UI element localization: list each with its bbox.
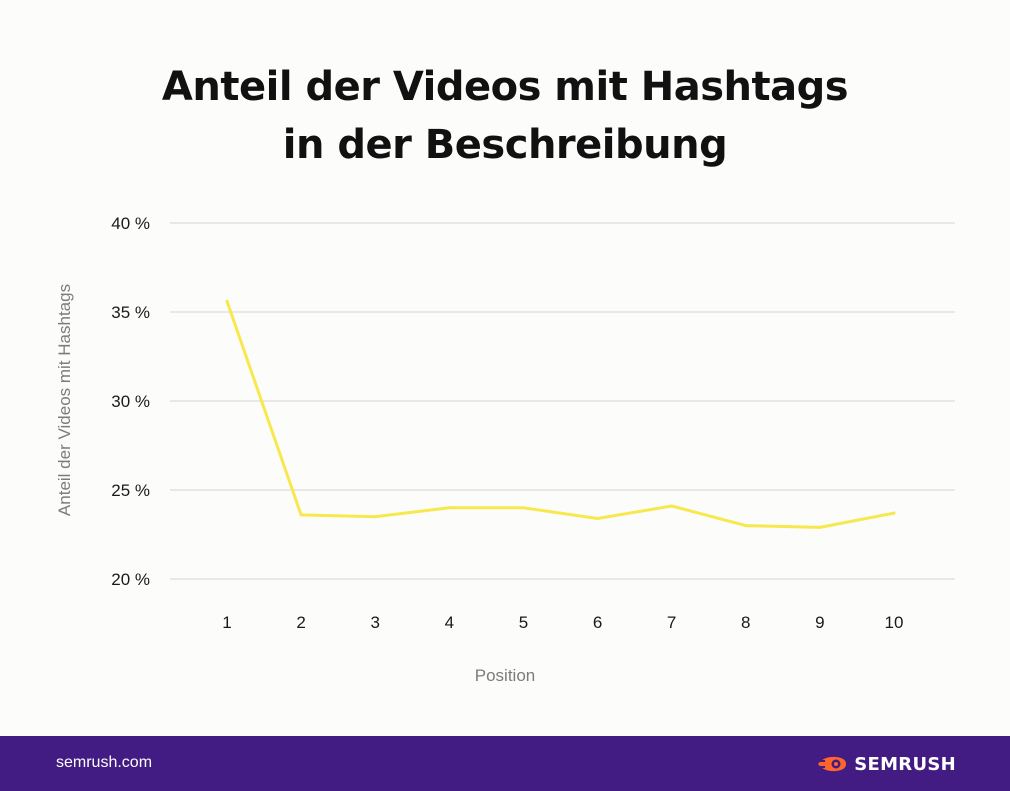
brand-name: SEMRUSH [854, 753, 956, 775]
x-tick-label: 2 [296, 613, 305, 632]
x-axis-ticks: 1 2 3 4 5 6 7 8 9 10 [222, 613, 903, 632]
x-tick-label: 1 [222, 613, 231, 632]
data-point [670, 504, 674, 508]
data-point [447, 506, 451, 510]
x-tick-label: 8 [741, 613, 750, 632]
x-axis-title: Position [475, 666, 535, 685]
line-chart: 20 % 25 % 30 % 35 % 40 % 1 2 3 4 5 6 7 8 9 10 Anteil … [55, 214, 955, 685]
x-tick-label: 7 [667, 613, 676, 632]
data-point [596, 516, 600, 520]
x-tick-label: 4 [445, 613, 454, 632]
y-axis-ticks: 20 % 25 % 30 % 35 % 40 % [111, 214, 150, 589]
y-tick-label: 25 % [111, 481, 150, 500]
data-point [892, 511, 896, 515]
data-point [818, 525, 822, 529]
y-tick-label: 30 % [111, 392, 150, 411]
x-tick-label: 6 [593, 613, 602, 632]
y-tick-label: 35 % [111, 303, 150, 322]
x-tick-label: 3 [370, 613, 379, 632]
footer-bar: semrush.com SEMRUSH [0, 736, 1010, 791]
semrush-fire-icon [816, 756, 847, 772]
data-point [225, 299, 229, 303]
semrush-logo: SEMRUSH [816, 752, 956, 776]
x-tick-label: 5 [519, 613, 528, 632]
chart-title-line-2: in der Beschreibung [282, 122, 728, 168]
chart-title-line-1: Anteil der Videos mit Hashtags [161, 64, 849, 110]
x-tick-label: 9 [815, 613, 824, 632]
grid-lines [170, 222, 955, 580]
y-tick-label: 40 % [111, 214, 150, 233]
data-point [521, 506, 525, 510]
y-axis-title: Anteil der Videos mit Hashtags [55, 284, 74, 516]
data-point [373, 515, 377, 519]
x-tick-label: 10 [885, 613, 904, 632]
series-line [225, 299, 896, 529]
data-point [299, 513, 303, 517]
data-point [744, 524, 748, 528]
y-tick-label: 20 % [111, 570, 150, 589]
footer-url[interactable]: semrush.com [56, 754, 153, 771]
data-points [225, 299, 896, 529]
chart-title: Anteil der Videos mit Hashtags in der Be… [0, 58, 1010, 174]
